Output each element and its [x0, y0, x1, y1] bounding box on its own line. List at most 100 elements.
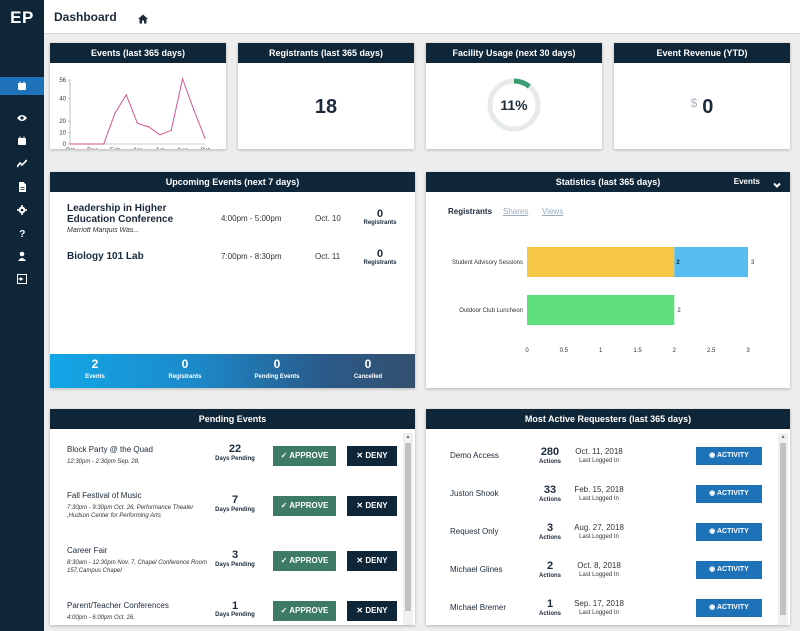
requester-actions-label: Actions: [538, 611, 561, 617]
summary-label: Cancelled: [353, 374, 383, 380]
trend-line-icon: [17, 159, 27, 168]
last-logged-label: Last Logged In: [579, 572, 619, 578]
statistics-dropdown[interactable]: Events: [733, 177, 760, 186]
x-tick-label: 3: [746, 348, 750, 354]
top-bar: Dashboard: [44, 0, 800, 34]
registrants-card-title: Registrants (last 365 days): [238, 43, 414, 63]
currency-symbol: $: [690, 96, 698, 110]
requester-name[interactable]: Michael Bremer: [450, 603, 507, 612]
facility-usage-donut: [487, 78, 541, 132]
eye-icon: ◉: [709, 604, 716, 611]
event-registrant-label: Registrants: [363, 220, 397, 226]
sidebar-item-profile[interactable]: [0, 247, 44, 265]
event-time: 7:00pm - 8:30pm: [221, 252, 282, 261]
approve-button[interactable]: ✓ APPROVE: [273, 446, 336, 466]
pending-event-detail: 8:30am - 12:30pm Nov. 7, Chapel Conferen…: [67, 560, 207, 574]
requesters-scrollbar[interactable]: ▲: [778, 433, 788, 625]
summary-registrants[interactable]: 0 Registrants: [145, 357, 225, 380]
scroll-thumb[interactable]: [780, 443, 786, 615]
y-tick-label: 56: [59, 78, 66, 84]
event-date: Oct. 11: [315, 252, 341, 261]
scroll-thumb[interactable]: [405, 443, 411, 611]
tab-shares[interactable]: Shares: [503, 207, 529, 216]
summary-label: Events: [85, 374, 105, 380]
last-logged-label: Last Logged In: [579, 610, 619, 616]
approve-button[interactable]: ✓ APPROVE: [273, 496, 336, 516]
segment-label: 2: [676, 260, 680, 266]
deny-button[interactable]: ✕ DENY: [347, 496, 397, 516]
facility-usage-title: Facility Usage (next 30 days): [426, 43, 602, 63]
x-tick-label: 1.5: [633, 348, 642, 354]
summary-events[interactable]: 2 Events: [55, 357, 135, 380]
summary-value: 0: [273, 357, 281, 371]
bar-segment: [527, 295, 675, 325]
app-logo[interactable]: EP: [10, 8, 34, 27]
requester-name[interactable]: Juston Shook: [450, 489, 499, 498]
activity-button[interactable]: ◉ ACTIVITY: [696, 561, 762, 579]
activity-button[interactable]: ◉ ACTIVITY: [696, 523, 762, 541]
approve-button[interactable]: ✓ APPROVE: [273, 601, 336, 621]
home-icon[interactable]: [138, 11, 150, 24]
summary-pending-events[interactable]: 0 Pending Events: [237, 357, 317, 380]
active-requesters-title: Most Active Requesters (last 365 days): [426, 409, 790, 429]
pending-event-name[interactable]: Career Fair: [67, 546, 108, 555]
deny-button[interactable]: ✕ DENY: [347, 446, 397, 466]
sidebar-item-views[interactable]: [0, 109, 44, 127]
chevron-down-icon[interactable]: [772, 177, 782, 188]
tab-views[interactable]: Views: [542, 207, 564, 216]
pending-event-name[interactable]: Block Party @ the Quad: [67, 445, 153, 454]
event-name[interactable]: Biology 101 Lab: [67, 251, 144, 262]
sidebar-item-calendar-dashboard[interactable]: [0, 77, 44, 95]
activity-button[interactable]: ◉ ACTIVITY: [696, 485, 762, 503]
y-tick-label: 10: [59, 131, 66, 137]
pending-event-name[interactable]: Parent/Teacher Conferences: [67, 601, 169, 610]
sidebar-item-reports[interactable]: [0, 178, 44, 196]
statistics-header: Statistics (last 365 days) Events: [426, 172, 790, 192]
sidebar-item-logout[interactable]: [0, 270, 44, 288]
sidebar-item-calendar[interactable]: [0, 132, 44, 150]
x-tick-label: 2: [673, 348, 677, 354]
event-name[interactable]: Leadership in Higher Education Conferenc…: [67, 203, 174, 225]
events-data-point: [103, 143, 105, 145]
approve-button[interactable]: ✓ APPROVE: [273, 551, 336, 571]
activity-button[interactable]: ◉ ACTIVITY: [696, 447, 762, 465]
event-location: Marriott Marquis Was...: [67, 227, 140, 234]
upcoming-summary-bar: 2 Events 0 Registrants 0 Pending Events …: [50, 354, 415, 388]
y-tick-label: 20: [59, 119, 66, 125]
activity-button[interactable]: ◉ ACTIVITY: [696, 599, 762, 617]
revenue-card-title: Event Revenue (YTD): [614, 43, 790, 63]
bar-segment: [527, 247, 675, 277]
eye-icon: ◉: [709, 528, 716, 535]
summary-value: 2: [91, 357, 99, 371]
requester-actions-value: 33: [543, 484, 557, 496]
total-label: 3: [751, 260, 755, 266]
bar-segment: [674, 247, 748, 277]
scroll-up-icon[interactable]: ▲: [405, 434, 411, 440]
requester-name[interactable]: Demo Access: [450, 451, 499, 460]
tab-registrants[interactable]: Registrants: [448, 207, 493, 216]
eye-icon: ◉: [709, 490, 716, 497]
pending-event-detail: 4:00pm - 6:00pm Oct. 26,: [67, 615, 136, 621]
sidebar-item-help[interactable]: ?: [0, 224, 44, 242]
events-data-point: [125, 94, 127, 96]
sidebar-item-settings[interactable]: [0, 201, 44, 219]
deny-button[interactable]: ✕ DENY: [347, 601, 397, 621]
eye-icon: ◉: [709, 566, 716, 573]
calendar-icon: [18, 136, 26, 145]
pending-scrollbar[interactable]: ▲: [403, 433, 413, 625]
svg-text:?: ?: [19, 229, 25, 238]
gear-icon: [17, 205, 27, 215]
events-card: Events (last 365 days) 0 10 20 40 56 Oct Dec Fe…: [50, 43, 226, 149]
deny-button[interactable]: ✕ DENY: [347, 551, 397, 571]
scroll-up-icon[interactable]: ▲: [780, 434, 786, 440]
events-data-point: [193, 109, 195, 111]
sidebar-item-analytics[interactable]: [0, 155, 44, 173]
x-tick-label: 0: [525, 348, 529, 354]
event-date: Oct. 10: [315, 214, 341, 223]
requester-name[interactable]: Michael Glines: [450, 565, 503, 574]
pending-event-name[interactable]: Fall Festival of Music: [67, 491, 142, 500]
summary-cancelled[interactable]: 0 Cancelled: [328, 357, 408, 380]
requester-actions-label: Actions: [538, 535, 561, 541]
facility-usage-card: Facility Usage (next 30 days) 11%: [426, 43, 602, 149]
requester-name[interactable]: Request Only: [450, 527, 499, 536]
